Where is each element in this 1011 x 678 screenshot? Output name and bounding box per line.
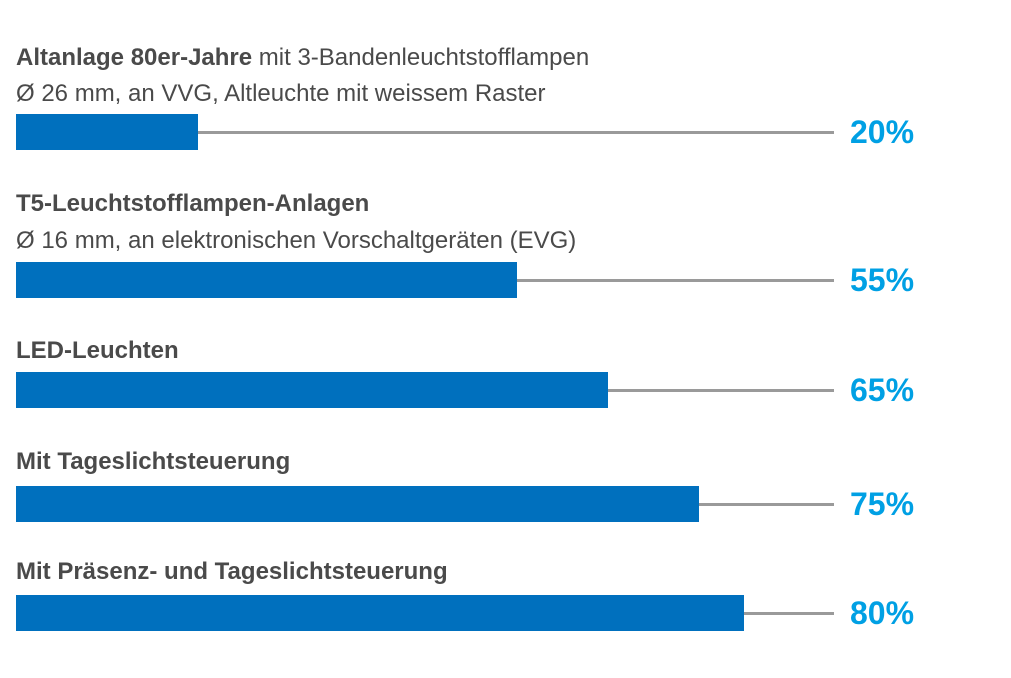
category-label-bold: Altanlage 80er-Jahre [16,44,253,71]
category-label: Mit Präsenz- und Tageslichtsteuerung [16,554,448,590]
category-sublabel: Ø 26 mm, an VVG, Altleuchte mit weissem … [16,80,546,107]
value-label: 80% [850,595,915,631]
bar [16,486,699,522]
value-label: 75% [850,486,915,522]
bar-track-line [16,131,834,134]
category-label: Mit Tageslichtsteuerung [16,444,290,480]
category-label-bold: Mit Präsenz- und Tageslichtsteuerung [16,558,448,585]
category-label: Altanlage 80er-Jahre mit 3-Bandenleuchts… [16,40,589,76]
value-label: 65% [850,372,915,408]
value-label: 20% [850,114,915,150]
category-label-bold: T5-Leuchtstofflampen-Anlagen [16,190,370,217]
bar [16,262,517,298]
bar [16,595,744,631]
category-sublabel: Ø 16 mm, an elektronischen Vorschaltgerä… [16,227,577,254]
category-label-rest: mit 3-Bandenleuchtstofflampen [252,44,590,71]
category-label: LED-Leuchten [16,333,179,369]
category-label-bold: Mit Tageslichtsteuerung [16,448,291,475]
category-label-bold: LED-Leuchten [16,337,179,364]
bar [16,114,198,150]
category-label: T5-Leuchtstofflampen-Anlagen [16,186,369,222]
value-label: 55% [850,262,915,298]
bar [16,372,608,408]
